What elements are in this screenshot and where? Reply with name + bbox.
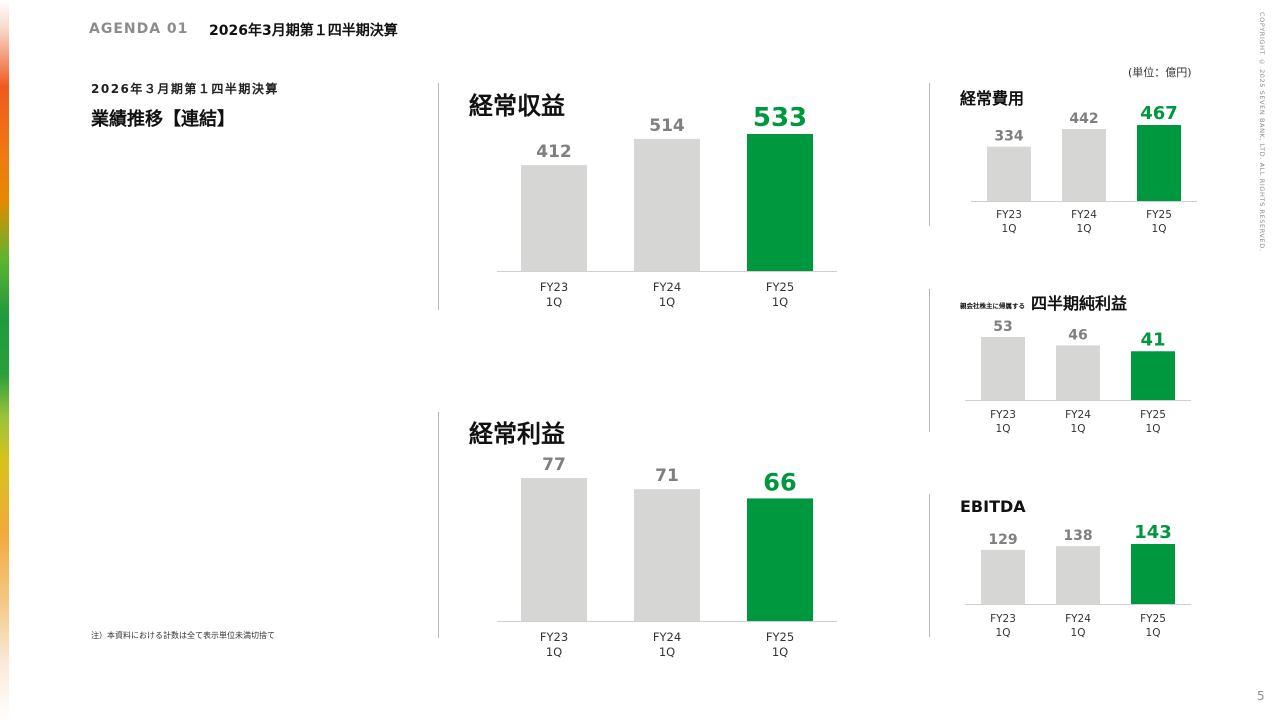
data-label-net-income-1: 46	[1068, 327, 1087, 343]
bar-ebitda-2	[1131, 544, 1175, 604]
tick-label-ebitda-1-0: FY24	[1065, 613, 1091, 625]
tick-label-ordinary-profit-1-1: 1Q	[659, 645, 675, 659]
section-subtitle: 2026年３月期第１四半期決算	[91, 82, 279, 96]
tick-label-ordinary-income-1-0: FY24	[653, 280, 681, 294]
agenda-title: 2026年3月期第１四半期決算	[209, 23, 398, 39]
tick-label-ordinary-expenses-2-0: FY25	[1146, 209, 1172, 221]
agenda-tag: AGENDA 01	[89, 21, 189, 37]
bar-ordinary-expenses-2	[1137, 125, 1181, 201]
tick-label-ebitda-2-1: 1Q	[1146, 627, 1161, 639]
divider-right-bottom	[929, 494, 930, 637]
tick-label-ordinary-profit-0-1: 1Q	[546, 645, 562, 659]
tick-label-ordinary-profit-2-0: FY25	[766, 630, 794, 644]
tick-label-net-income-1-0: FY24	[1065, 409, 1091, 421]
data-label-ebitda-2: 143	[1134, 522, 1172, 543]
tick-label-ordinary-expenses-0-0: FY23	[996, 209, 1022, 221]
bar-ebitda-0	[981, 549, 1025, 604]
tick-label-ordinary-expenses-0-1: 1Q	[1002, 223, 1017, 235]
data-label-ordinary-income-1: 514	[649, 116, 685, 136]
data-label-ordinary-income-0: 412	[536, 142, 572, 162]
data-label-net-income-0: 53	[993, 319, 1012, 335]
bar-net-income-2	[1131, 351, 1175, 400]
tick-label-ordinary-profit-0-0: FY23	[540, 630, 568, 644]
tick-label-net-income-2-0: FY25	[1140, 409, 1166, 421]
data-label-ordinary-profit-0: 77	[542, 455, 566, 475]
tick-label-ordinary-income-2-0: FY25	[766, 280, 794, 294]
brand-edge-bar	[0, 0, 9, 720]
tick-label-ordinary-profit-2-1: 1Q	[772, 645, 788, 659]
bar-ordinary-profit-2	[747, 498, 813, 621]
data-label-ordinary-profit-1: 71	[655, 466, 679, 486]
page-number: 5	[1257, 689, 1265, 703]
data-label-ebitda-1: 138	[1063, 528, 1092, 544]
divider-right-middle	[929, 289, 930, 432]
tick-label-ordinary-expenses-2-1: 1Q	[1152, 223, 1167, 235]
bar-ordinary-expenses-1	[1062, 129, 1106, 201]
footnote: 注）本資料における計数は全て表示単位未満切捨て	[91, 631, 275, 640]
bar-ordinary-income-0	[521, 165, 587, 271]
tick-label-ebitda-0-1: 1Q	[996, 627, 1011, 639]
tick-label-net-income-0-0: FY23	[990, 409, 1016, 421]
bar-ordinary-income-1	[634, 138, 700, 271]
tick-label-ordinary-income-2-1: 1Q	[772, 295, 788, 309]
data-label-ordinary-expenses-2: 467	[1140, 103, 1178, 124]
tick-label-ebitda-2-0: FY25	[1140, 613, 1166, 625]
copyright-text: COPYRIGHT © 2025 SEVEN BANK, LTD. ALL RI…	[1258, 12, 1266, 252]
data-label-ordinary-expenses-0: 334	[994, 129, 1023, 145]
tick-label-ordinary-expenses-1-0: FY24	[1071, 209, 1097, 221]
chart-title-main-net-income: 四半期純利益	[1031, 294, 1128, 313]
tick-label-ordinary-profit-1-0: FY24	[653, 630, 681, 644]
unit-label: (単位：億円)	[1128, 66, 1192, 79]
chart-title-ordinary-profit: 経常利益	[469, 420, 565, 448]
tick-label-net-income-0-1: 1Q	[996, 423, 1011, 435]
bar-ordinary-profit-1	[634, 489, 700, 621]
tick-label-net-income-2-1: 1Q	[1146, 423, 1161, 435]
chart-title-ebitda: EBITDA	[960, 497, 1026, 516]
chart-title-prefix-net-income: 親会社株主に帰属する	[960, 301, 1025, 310]
data-label-ordinary-profit-2: 66	[763, 468, 796, 496]
divider-right-top	[929, 83, 930, 226]
data-label-ordinary-expenses-1: 442	[1069, 111, 1098, 127]
chart-title-ordinary-expenses: 経常費用	[960, 89, 1025, 108]
tick-label-ebitda-0-0: FY23	[990, 613, 1016, 625]
bar-net-income-1	[1056, 345, 1100, 400]
chart-title-ordinary-income: 経常収益	[469, 92, 565, 120]
bar-ordinary-income-2	[747, 134, 813, 271]
bar-net-income-0	[981, 337, 1025, 400]
bar-ordinary-profit-0	[521, 478, 587, 621]
tick-label-ordinary-income-0-0: FY23	[540, 280, 568, 294]
bar-ebitda-1	[1056, 546, 1100, 604]
data-label-ordinary-income-2: 533	[753, 103, 807, 133]
bar-ordinary-expenses-0	[987, 146, 1031, 201]
page-title: 業績推移【連結】	[91, 109, 235, 130]
tick-label-ordinary-income-0-1: 1Q	[546, 295, 562, 309]
chart-title-net-income: 親会社株主に帰属する 四半期純利益	[960, 290, 1127, 314]
data-label-net-income-2: 41	[1140, 329, 1165, 350]
divider-left-top	[438, 83, 439, 310]
divider-left-bottom	[438, 412, 439, 638]
tick-label-net-income-1-1: 1Q	[1071, 423, 1086, 435]
tick-label-ordinary-expenses-1-1: 1Q	[1077, 223, 1092, 235]
tick-label-ebitda-1-1: 1Q	[1071, 627, 1086, 639]
data-label-ebitda-0: 129	[988, 532, 1017, 548]
tick-label-ordinary-income-1-1: 1Q	[659, 295, 675, 309]
